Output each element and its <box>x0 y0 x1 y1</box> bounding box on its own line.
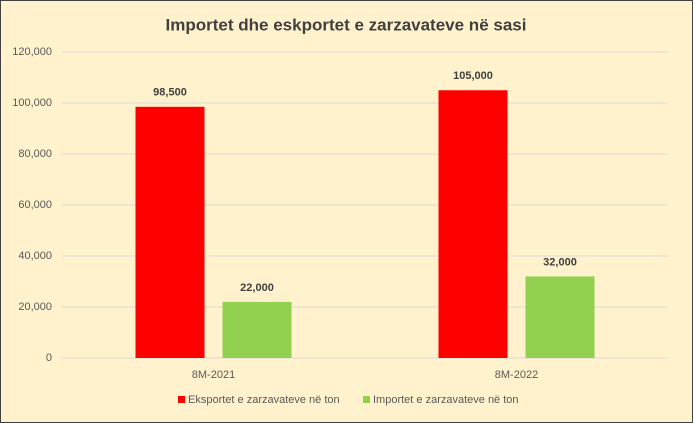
bar <box>438 90 508 358</box>
value-label: 32,000 <box>543 256 577 268</box>
y-tick-label: 100,000 <box>12 97 52 109</box>
legend-swatch <box>178 396 185 403</box>
chart-title: Importet dhe eskportet e zarzavateve në … <box>166 15 527 34</box>
y-tick-label: 40,000 <box>18 250 52 262</box>
y-tick-label: 60,000 <box>18 199 52 211</box>
bar <box>222 301 292 358</box>
y-tick-label: 0 <box>46 352 52 364</box>
value-label: 22,000 <box>240 282 274 294</box>
x-tick-label: 8M-2021 <box>192 369 235 381</box>
y-tick-label: 80,000 <box>18 148 52 160</box>
y-tick-label: 120,000 <box>12 46 52 58</box>
y-tick-label: 20,000 <box>18 301 52 313</box>
bar <box>525 276 595 358</box>
bar <box>135 106 205 358</box>
legend-label: Importet e zarzavateve në ton <box>373 394 519 406</box>
x-tick-label: 8M-2022 <box>495 369 538 381</box>
legend-swatch <box>363 396 370 403</box>
value-label: 105,000 <box>453 70 493 82</box>
value-label: 98,500 <box>153 87 187 99</box>
legend-label: Eksportet e zarzavateve në ton <box>188 394 340 406</box>
